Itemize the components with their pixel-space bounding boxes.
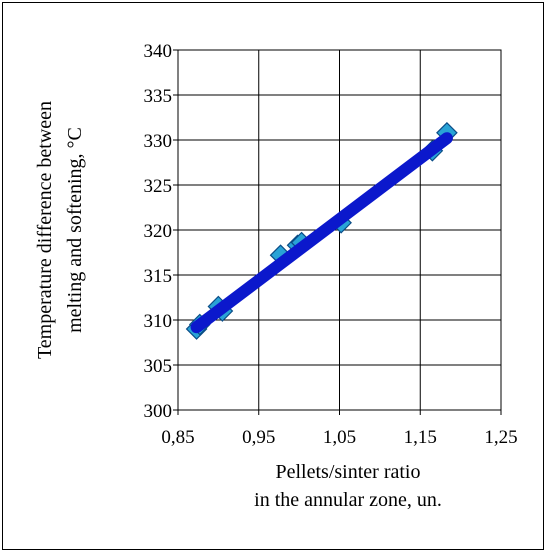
grid-lines: [173, 49, 502, 415]
x-axis-title-line2: in the annular zone, un.: [254, 489, 442, 511]
y-axis-title-line1: Temperature difference between: [34, 101, 56, 359]
y-tick-label: 300: [144, 401, 173, 422]
plot-area-border: [177, 49, 502, 411]
y-axis-title-line2: melting and softening, °C: [64, 127, 86, 333]
y-tick-labels: 300 305 310 315 320 325 330 335 340: [144, 41, 173, 422]
chart-frame: 300 305 310 315 320 325 330 335 340 0,85 0,95 1,05…: [2, 2, 544, 550]
trend-line-group: [190, 132, 453, 334]
x-tick-label: 1,05: [323, 427, 356, 448]
x-tick-label: 1,15: [404, 427, 437, 448]
y-tick-label: 310: [144, 311, 173, 332]
y-tick-label: 325: [144, 176, 173, 197]
y-tick-label: 315: [144, 266, 173, 287]
trend-line: [190, 132, 453, 334]
y-tick-label: 330: [144, 131, 173, 152]
y-tick-label: 335: [144, 86, 173, 107]
scatter-chart: 300 305 310 315 320 325 330 335 340 0,85 0,95 1,05…: [34, 41, 518, 511]
x-tick-label: 0,85: [161, 427, 194, 448]
x-tick-labels: 0,85 0,95 1,05 1,15 1,25: [161, 427, 517, 448]
y-tick-label: 305: [144, 356, 173, 377]
y-tick-label: 320: [144, 221, 173, 242]
x-tick-label: 1,25: [484, 427, 517, 448]
y-tick-label: 340: [144, 41, 173, 62]
x-tick-label: 0,95: [242, 427, 275, 448]
x-axis-title-line1: Pellets/sinter ratio: [276, 461, 421, 483]
